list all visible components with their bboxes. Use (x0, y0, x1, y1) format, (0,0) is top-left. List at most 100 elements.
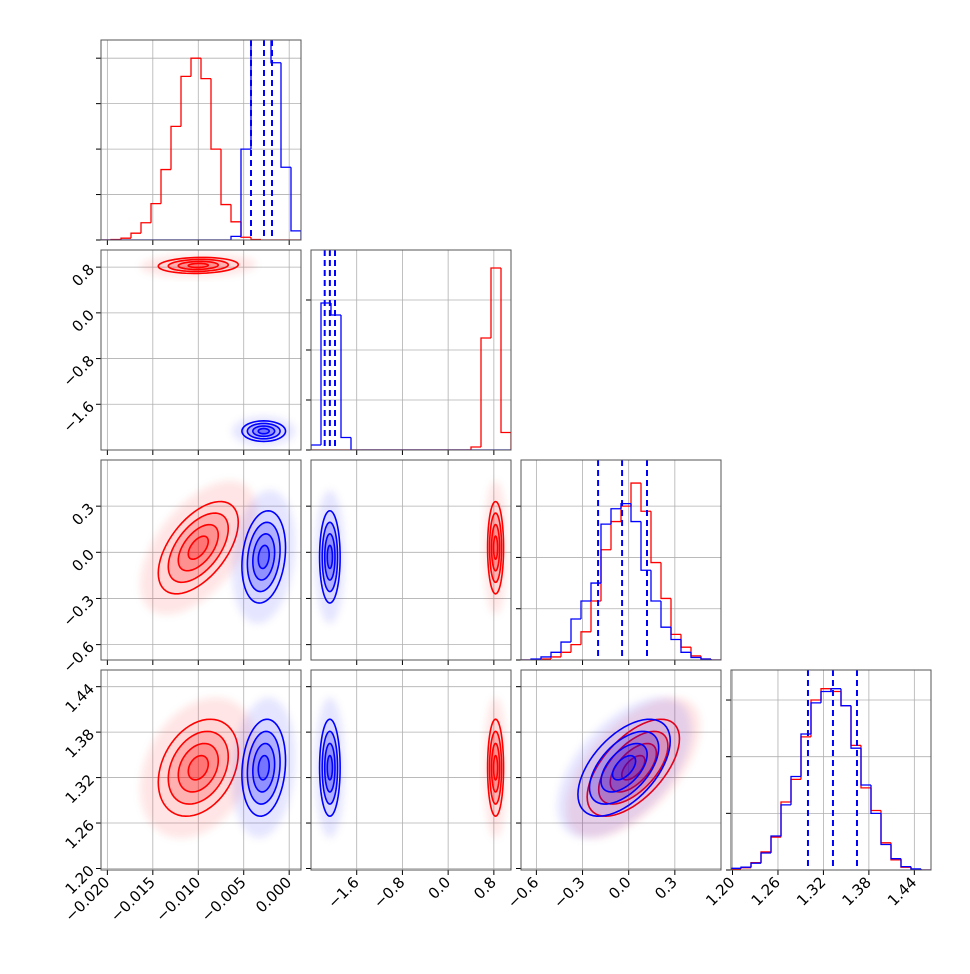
y-tick-label: 0.8 (68, 260, 98, 290)
hist-step (891, 843, 901, 860)
hist-step (251, 35, 261, 149)
hist-step (481, 338, 491, 447)
hist-step (131, 233, 141, 238)
hist-step (811, 703, 821, 734)
y-tick-label: 1.26 (62, 816, 98, 852)
hist-step (171, 126, 181, 169)
x-tick-label: 1.20 (702, 873, 738, 909)
hist-step (311, 445, 321, 450)
panel (311, 670, 511, 870)
y-tick-label: −0.3 (60, 592, 98, 630)
x-tick-label: 1.44 (884, 873, 920, 909)
hist-step (241, 149, 251, 236)
hist-step (861, 748, 871, 785)
x-tick-label: −0.8 (370, 873, 408, 911)
hist-step (671, 598, 681, 634)
hist-step (601, 524, 611, 583)
hist-step (651, 511, 661, 562)
hist-step (871, 785, 881, 813)
panel (521, 670, 721, 870)
x-tick-label: −0.005 (198, 873, 250, 925)
panel (311, 250, 511, 450)
x-tick-label: −0.015 (107, 873, 159, 925)
hist-step (751, 863, 761, 867)
hist-step (761, 853, 771, 863)
hist-step (571, 645, 581, 653)
hist-step (861, 745, 871, 787)
hist-step (161, 170, 171, 204)
hist-step (641, 483, 651, 511)
hist-step (191, 58, 201, 76)
hist-step (791, 777, 801, 805)
hist-step (891, 845, 901, 859)
hist-step (231, 236, 241, 240)
hist-step (611, 522, 621, 550)
hist-step (661, 563, 671, 599)
hist-step (231, 205, 241, 222)
panel (101, 460, 301, 660)
density-fill (158, 502, 238, 594)
y-tick-label: −1.6 (60, 398, 98, 436)
hist-step (561, 642, 571, 652)
hist-step (491, 268, 501, 338)
hist-step (591, 601, 601, 632)
hist-step (201, 58, 211, 78)
hist-step (911, 867, 921, 869)
hist-step (591, 583, 601, 601)
hist-step (251, 237, 261, 239)
hist-step (141, 223, 151, 233)
hist-step (811, 700, 821, 737)
hist-step (661, 601, 671, 627)
y-tick-label: 0.3 (68, 499, 98, 529)
hist-step (881, 811, 891, 843)
x-tick-label: −0.010 (152, 873, 204, 925)
hist-step (631, 483, 641, 506)
hist-step (291, 167, 301, 240)
hist-step (821, 689, 831, 700)
panel (311, 460, 511, 660)
x-tick-label: 0.0 (605, 873, 635, 903)
x-tick-label: 0.8 (470, 873, 500, 903)
panel (101, 35, 301, 240)
hist-step (781, 802, 791, 837)
hist-step (671, 627, 681, 639)
hist-step (841, 689, 851, 706)
x-tick-label: 1.38 (839, 873, 875, 909)
hist-step (571, 619, 581, 642)
y-tick-label: 1.44 (62, 680, 98, 716)
hist-step (801, 737, 811, 779)
hist-step (351, 438, 361, 451)
hist-step (741, 868, 751, 869)
hist-step (211, 79, 221, 149)
hist-step (801, 734, 811, 776)
y-tick-label: 1.38 (62, 725, 98, 761)
hist-step (681, 634, 691, 647)
hist-step (771, 836, 781, 853)
hist-step (561, 652, 571, 657)
hist-step (221, 149, 231, 204)
x-tick-label: 0.000 (252, 873, 295, 916)
hist-step (121, 238, 131, 239)
hist-step (341, 315, 351, 438)
hist-step (871, 788, 881, 811)
hist-step (551, 652, 561, 657)
hist-step (841, 692, 851, 706)
x-tick-label: −1.6 (324, 873, 362, 911)
hist-step (701, 657, 711, 659)
x-tick-label: 1.26 (748, 873, 784, 909)
x-tick-label: 0.3 (651, 873, 681, 903)
x-tick-label: −0.3 (550, 873, 588, 911)
panel (521, 460, 721, 660)
hist-step (691, 652, 701, 657)
hist-step (771, 837, 781, 852)
y-tick-label: −0.8 (60, 352, 98, 390)
x-tick-label: 1.32 (793, 873, 829, 909)
hist-step (901, 859, 911, 867)
hist-step (651, 570, 661, 601)
y-tick-label: 1.32 (62, 771, 98, 807)
hist-step (551, 657, 561, 659)
hist-step (791, 779, 801, 802)
panel (731, 670, 931, 870)
